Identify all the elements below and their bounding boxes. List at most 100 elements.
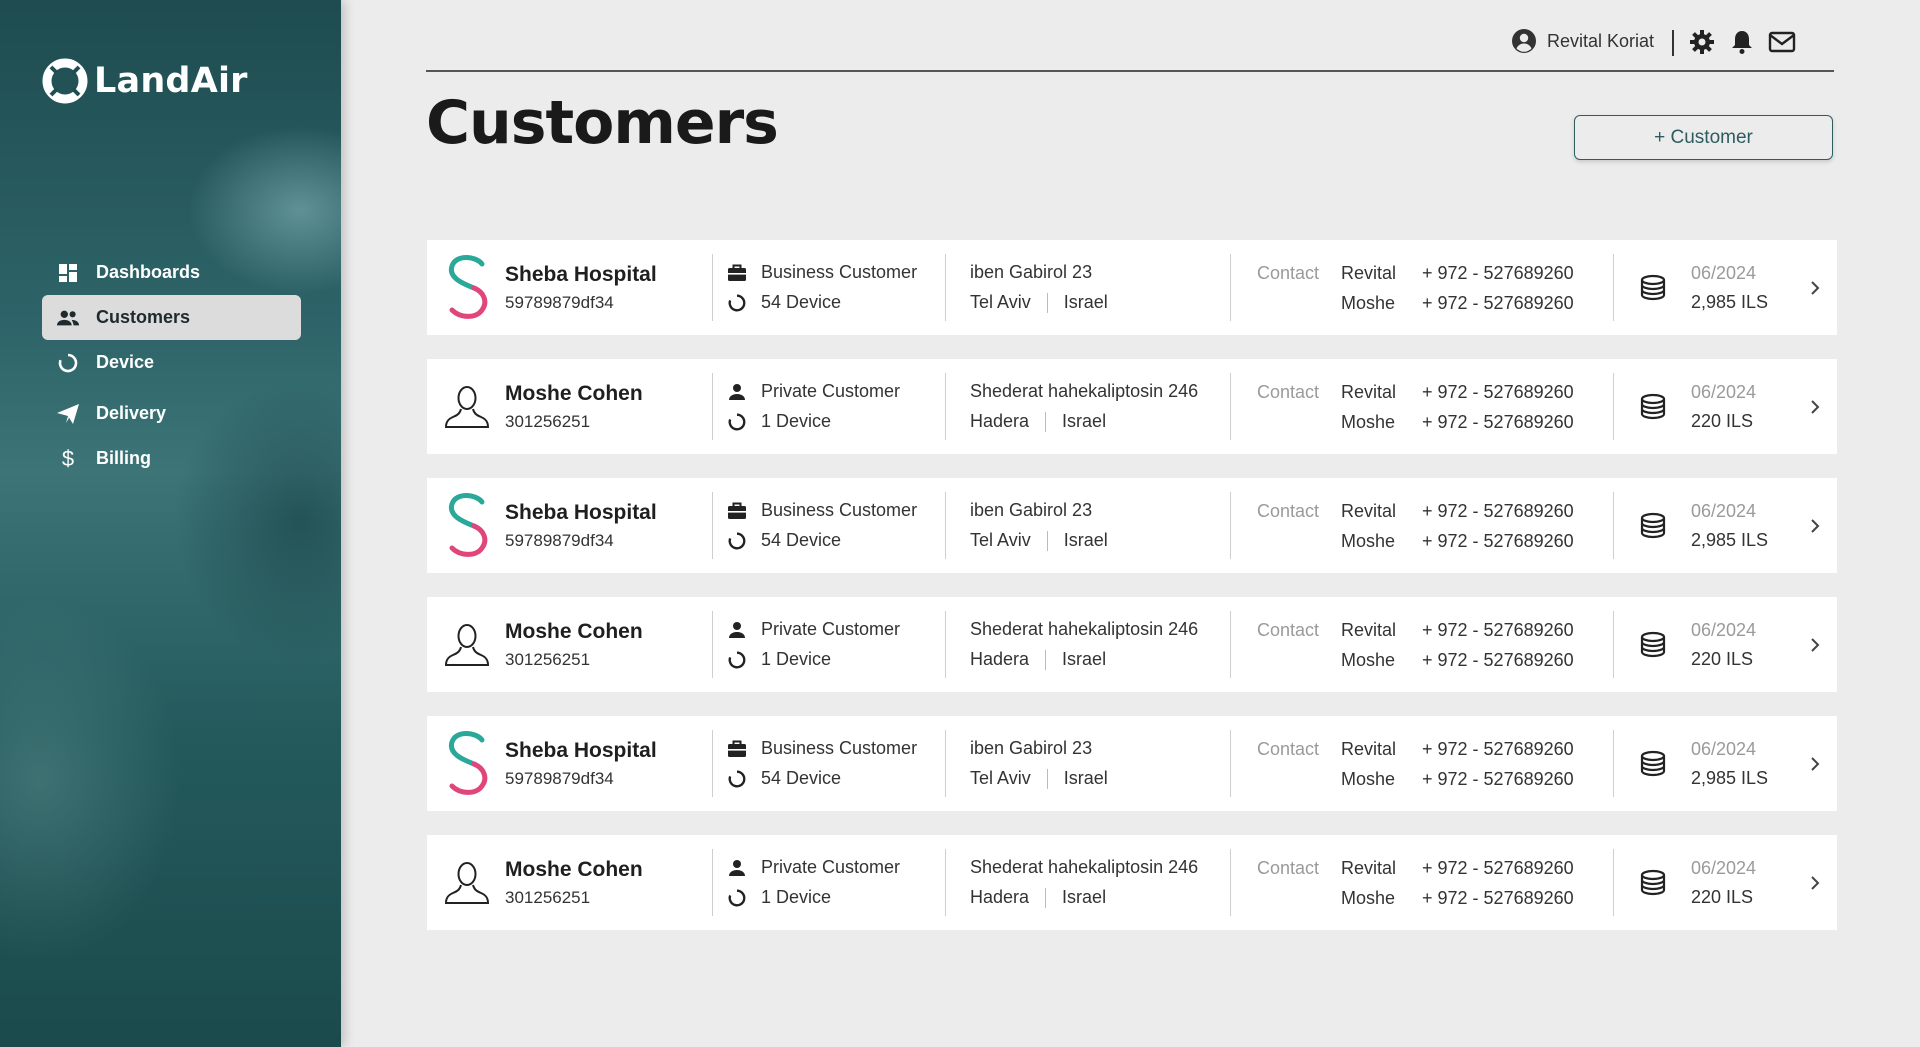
device-icon	[56, 351, 80, 375]
billing-date: 06/2024	[1691, 738, 1757, 759]
app-logo[interactable]: LandAir	[42, 58, 248, 104]
customer-type: Private Customer	[761, 857, 901, 877]
billing-date: 06/2024	[1691, 857, 1757, 878]
contact-phone[interactable]: + 972 - 527689260	[1422, 858, 1574, 878]
sidebar-item-device[interactable]: Device	[42, 340, 301, 385]
billing-amount: 2,985 ILS	[1691, 529, 1769, 550]
chevron-right-icon[interactable]	[1805, 359, 1825, 454]
contact-phone[interactable]: + 972 - 527689260	[1422, 769, 1574, 789]
column-divider	[712, 373, 713, 440]
contact-name: Moshe	[1341, 888, 1396, 908]
address-city: Tel Aviv	[970, 292, 1031, 312]
customer-row[interactable]: Moshe Cohen 301256251 Private Customer 1…	[427, 597, 1837, 692]
customer-row[interactable]: Sheba Hospital 59789879df34 Business Cus…	[427, 240, 1837, 335]
chevron-right-icon[interactable]	[1805, 597, 1825, 692]
billing-amount: 220 ILS	[1691, 648, 1754, 669]
address-country: Israel	[1063, 292, 1108, 312]
column-divider	[712, 254, 713, 321]
contact-phone[interactable]: + 972 - 527689260	[1422, 382, 1574, 402]
device-count: 54 Device	[761, 292, 842, 312]
address-country: Israel	[1062, 649, 1107, 669]
dashboard-icon	[56, 261, 80, 285]
chevron-right-icon[interactable]	[1805, 716, 1825, 811]
contact-phone[interactable]: + 972 - 527689260	[1422, 531, 1574, 551]
sidebar-nav: Dashboards Customers Device Delivery $ B…	[42, 250, 301, 481]
customer-avatar	[439, 716, 495, 811]
sidebar-item-billing[interactable]: $ Billing	[42, 436, 301, 481]
customer-row[interactable]: Sheba Hospital 59789879df34 Business Cus…	[427, 478, 1837, 573]
column-divider	[1613, 730, 1614, 797]
sidebar-item-customers[interactable]: Customers	[42, 295, 301, 340]
chevron-right-icon[interactable]	[1805, 835, 1825, 930]
customer-type: Business Customer	[761, 262, 918, 282]
mail-icon[interactable]	[1768, 28, 1796, 56]
notification-bell-icon[interactable]	[1728, 28, 1756, 56]
customer-avatar	[439, 835, 495, 930]
contact-label: Contact	[1257, 858, 1320, 878]
contact-phone[interactable]: + 972 - 527689260	[1422, 888, 1574, 908]
column-divider	[945, 849, 946, 916]
customer-type: Private Customer	[761, 619, 901, 639]
address-city: Hadera	[970, 411, 1030, 431]
column-divider	[1230, 254, 1231, 321]
contact-phone[interactable]: + 972 - 527689260	[1422, 620, 1574, 640]
chevron-right-icon[interactable]	[1805, 478, 1825, 573]
customer-id: 59789879df34	[505, 292, 614, 312]
address-country: Israel	[1062, 411, 1107, 431]
person-icon	[725, 381, 749, 403]
customer-id: 301256251	[505, 411, 591, 431]
sidebar-item-dashboards[interactable]: Dashboards	[42, 250, 301, 295]
settings-icon[interactable]	[1688, 28, 1716, 56]
column-divider	[945, 492, 946, 559]
briefcase-icon	[725, 262, 749, 284]
address-country: Israel	[1063, 530, 1108, 550]
customer-name: Sheba Hospital	[505, 262, 657, 286]
customer-row[interactable]: Moshe Cohen 301256251 Private Customer 1…	[427, 359, 1837, 454]
address-country: Israel	[1063, 768, 1108, 788]
contact-phone[interactable]: + 972 - 527689260	[1422, 263, 1574, 283]
column-divider	[1230, 611, 1231, 678]
contact-name: Revital	[1341, 858, 1397, 878]
billing-date: 06/2024	[1691, 381, 1757, 402]
customer-list: Sheba Hospital 59789879df34 Business Cus…	[427, 240, 1837, 954]
coins-icon	[1640, 631, 1666, 657]
address-street: iben Gabirol 23	[970, 262, 1093, 282]
person-icon	[725, 619, 749, 641]
contact-phone[interactable]: + 972 - 527689260	[1422, 739, 1574, 759]
add-customer-button[interactable]: + Customer	[1574, 115, 1833, 160]
customer-name: Sheba Hospital	[505, 500, 657, 524]
sidebar-item-label: Dashboards	[96, 262, 201, 282]
contact-phone[interactable]: + 972 - 527689260	[1422, 412, 1574, 432]
contact-name: Moshe	[1341, 293, 1396, 313]
lifebuoy-logo-icon	[42, 58, 88, 104]
column-divider	[1613, 849, 1614, 916]
contact-phone[interactable]: + 972 - 527689260	[1422, 501, 1574, 521]
column-divider	[1613, 611, 1614, 678]
address-country: Israel	[1062, 887, 1107, 907]
customer-id: 59789879df34	[505, 530, 614, 550]
customer-type: Business Customer	[761, 500, 918, 520]
sidebar: LandAir Dashboards Customers Device Deli…	[0, 0, 341, 1047]
chevron-right-icon[interactable]	[1805, 240, 1825, 335]
user-menu[interactable]: Revital Koriat	[1511, 28, 1654, 54]
column-divider	[945, 373, 946, 440]
customer-row[interactable]: Moshe Cohen 301256251 Private Customer 1…	[427, 835, 1837, 930]
delivery-icon	[56, 402, 80, 426]
customer-name: Sheba Hospital	[505, 738, 657, 762]
column-divider	[1613, 492, 1614, 559]
customer-id: 301256251	[505, 649, 591, 669]
contact-phone[interactable]: + 972 - 527689260	[1422, 293, 1574, 313]
device-count: 1 Device	[761, 411, 832, 431]
address-street: Shederat hahekaliptosin 246	[970, 381, 1199, 401]
column-divider	[1230, 849, 1231, 916]
column-divider	[712, 492, 713, 559]
customer-name: Moshe Cohen	[505, 857, 643, 881]
device-icon	[725, 292, 749, 314]
customer-id: 301256251	[505, 887, 591, 907]
address-street: iben Gabirol 23	[970, 500, 1093, 520]
contact-name: Revital	[1341, 382, 1397, 402]
sidebar-item-delivery[interactable]: Delivery	[42, 391, 301, 436]
column-divider	[945, 611, 946, 678]
contact-phone[interactable]: + 972 - 527689260	[1422, 650, 1574, 670]
customer-row[interactable]: Sheba Hospital 59789879df34 Business Cus…	[427, 716, 1837, 811]
